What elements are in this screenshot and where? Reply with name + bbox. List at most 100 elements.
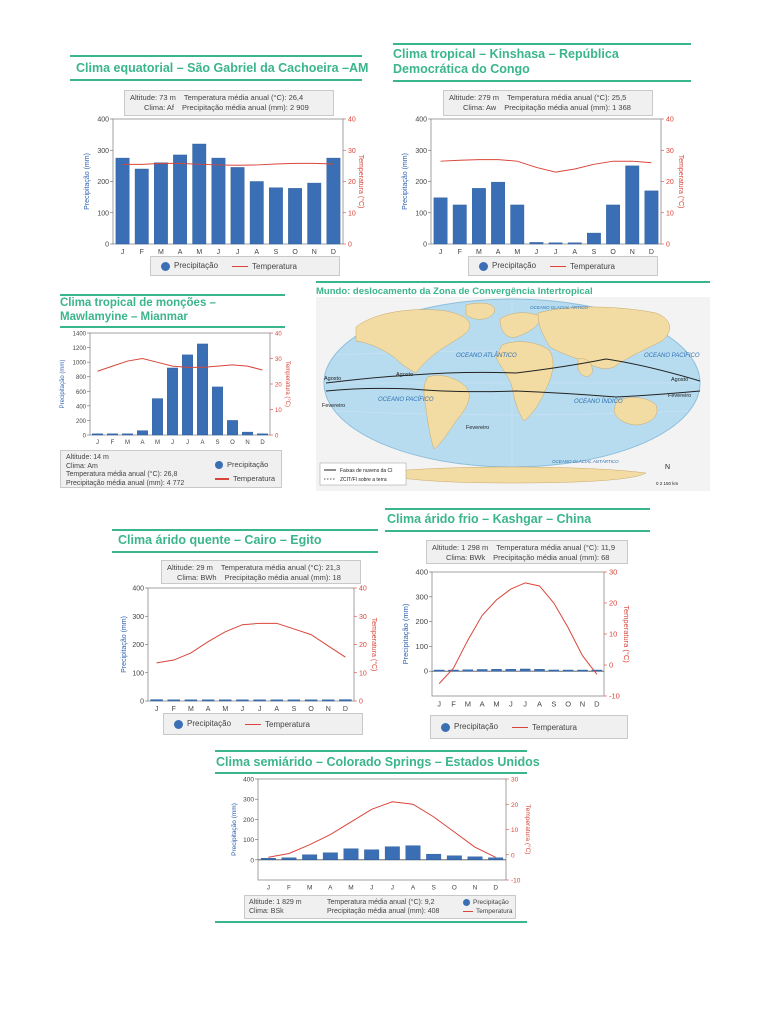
info-box-equatorial: Altitude: 73 m Temperatura média anual (°…: [124, 90, 334, 116]
month-label: J: [554, 249, 558, 256]
tick-label-right: 40: [666, 117, 674, 124]
temp-line-icon: [463, 910, 473, 913]
month-label: J: [509, 700, 513, 709]
month-label: J: [121, 249, 125, 256]
tick-label-right: 30: [511, 777, 519, 784]
tick-label-left: 1400: [73, 332, 87, 338]
map-title-rule: [316, 281, 710, 283]
greenland: [465, 302, 495, 320]
temp-line-icon: [550, 265, 567, 268]
tick-label-right: 10: [275, 408, 282, 414]
month-label: S: [431, 885, 436, 892]
precip-bar: [219, 699, 232, 702]
precip-bar: [339, 699, 352, 702]
tick-label-left: 100: [415, 642, 428, 651]
month-label: J: [523, 700, 527, 709]
climate-chart-colorado: 0 100 200 300 400 -10 0 10 20 30 J F M A M J J A S O N D Preci…: [231, 777, 532, 892]
climate-chart-equatorial: 0 100 200 300 400 0 10 20 30 40 J F M A M J J A S O N D Precip…: [84, 117, 365, 257]
title-rule-6: [385, 508, 650, 510]
label-atlantic: OCEANO ATLÂNTICO: [456, 352, 517, 359]
tick-label-left: 100: [415, 210, 427, 217]
precip-bar: [405, 845, 421, 861]
ylabel-right: Temperatura (°C): [370, 618, 378, 672]
precip-bar: [322, 699, 335, 702]
ylabel-left: Precipitação (mm): [84, 153, 91, 210]
precip-bar: [227, 420, 238, 436]
precip-bar: [491, 669, 502, 672]
tick-label-right: 20: [511, 802, 519, 809]
precip-bar: [173, 154, 187, 245]
label-arctic: OCEANO GLACIAL ÁRTICO: [530, 304, 588, 310]
tick-label-right: 40: [275, 332, 282, 338]
month-label: D: [594, 700, 600, 709]
precip-bar: [433, 669, 445, 672]
tick-label-right: 20: [609, 599, 617, 608]
precip-bar: [567, 242, 582, 245]
precip-dot-icon: [161, 261, 170, 271]
month-label: J: [236, 249, 240, 256]
tick-label-left: 200: [243, 817, 254, 824]
tick-label-right: 0: [275, 434, 279, 440]
precip-bar: [184, 699, 198, 702]
month-label: A: [206, 706, 211, 713]
tick-label-right: 10: [359, 670, 367, 677]
month-label: M: [158, 249, 164, 256]
info-precip: Precipitação média anual (mm): 1 368: [504, 103, 631, 112]
info-precip: Precipitação média anual (mm): 408: [327, 908, 440, 915]
tick-label-left: 0: [250, 857, 254, 864]
ylabel-left: Precipitação (mm): [231, 803, 238, 856]
label-antarctic: OCEANO GLACIAL ANTÁRTICO: [552, 458, 619, 464]
month-label: F: [140, 249, 144, 256]
info-box-cairo: Altitude: 29 m Temperatura média anual (°…: [161, 560, 361, 584]
precip-bar: [137, 430, 148, 436]
legend-temp: Temperatura: [232, 262, 297, 271]
precip-bar: [426, 853, 442, 860]
precip-bar: [236, 699, 249, 702]
month-label: N: [580, 700, 585, 709]
australia: [613, 397, 658, 426]
precip-bar: [287, 699, 301, 702]
temp-line: [438, 582, 598, 684]
tick-label-right: 30: [359, 614, 367, 621]
precip-bar: [134, 168, 149, 245]
month-label: S: [215, 440, 219, 446]
month-label: M: [155, 440, 160, 446]
month-label: O: [452, 885, 457, 892]
tick-label-left: 1000: [73, 361, 87, 367]
legend-temp: Temperatura: [245, 720, 310, 729]
month-label: M: [125, 440, 130, 446]
tick-label-left: 0: [83, 434, 87, 440]
plot-area: [257, 778, 507, 881]
precip-bar: [197, 343, 208, 436]
tick-label-left: 300: [97, 148, 109, 155]
legend-temp: Temperatura: [512, 723, 577, 732]
world-map-itcz: Agosto Agosto Agosto Fevereiro Fevereiro…: [316, 297, 710, 491]
info-temp: Temperatura média anual (°C): 26,8: [66, 471, 178, 478]
temp-line-icon: [512, 726, 529, 729]
tick-label-left: 300: [243, 797, 254, 804]
month-label: M: [493, 700, 499, 709]
temp-line: [268, 801, 496, 858]
info-box-colorado: Altitude: 1 829 m Temperatura média anual…: [244, 895, 516, 919]
precip-bar: [591, 669, 603, 672]
legend-precip: Precipitação: [441, 722, 498, 732]
info-clima: Clima: Af: [144, 103, 175, 112]
precip-bar: [472, 188, 486, 245]
itcz-lines: [325, 358, 701, 398]
chart-title-cairo: Clima árido quente – Cairo – Egito: [118, 533, 322, 547]
precip-bar: [384, 846, 400, 860]
legend-temp: Temperatura: [215, 472, 275, 486]
precip-bar: [562, 669, 574, 672]
title-rule-6b: [385, 530, 650, 532]
month-label: A: [496, 249, 501, 256]
info-altitude: Altitude: 1 298 m: [432, 543, 489, 552]
precip-bar: [167, 699, 180, 702]
month-label: A: [572, 249, 577, 256]
map-legend: Faixas de nuvens da CI ZCIT/FI sobre a t…: [319, 462, 407, 486]
south-america: [423, 375, 470, 450]
legend-kashgar: Precipitação Temperatura: [430, 715, 628, 739]
temp-line-icon: [245, 723, 262, 726]
plot-area: [430, 118, 662, 245]
info-altitude: Altitude: 279 m: [449, 93, 500, 102]
month-label: F: [287, 885, 291, 892]
